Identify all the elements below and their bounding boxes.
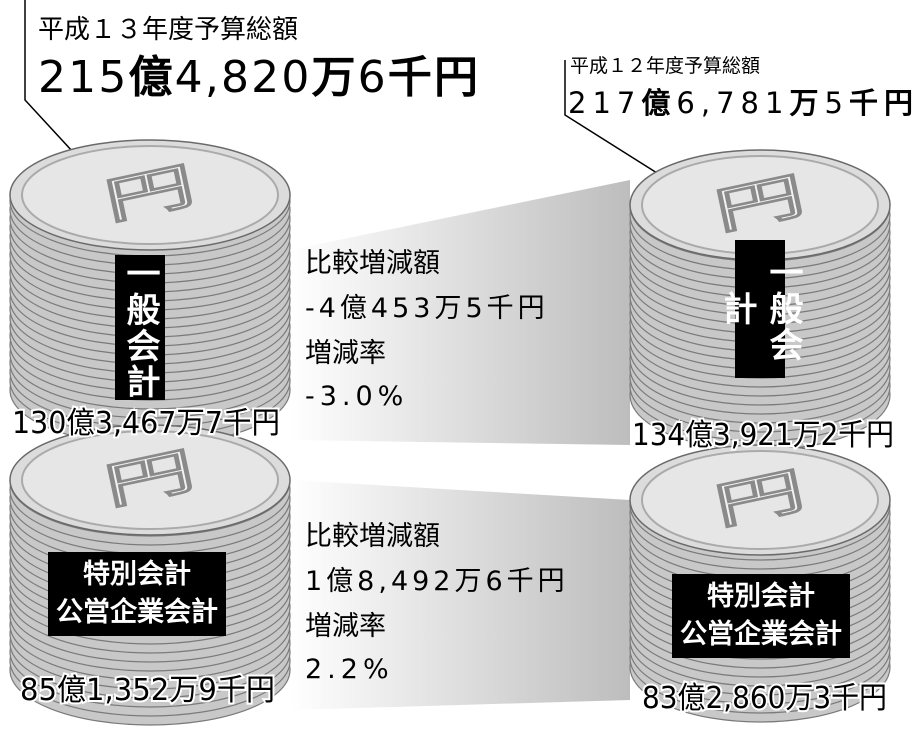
total: 217 億 6,781 万 5 千円 — [568, 86, 913, 120]
coin-rim — [21, 145, 279, 245]
amount: 130億3,467万7千円 — [12, 406, 280, 441]
label-box: 特別会計公営企業会計 — [48, 552, 226, 636]
label: 公営企業会計 — [680, 619, 842, 650]
comparison: 比較増減額 -4億453万5千円 増減率 -3.0% 比較増減額 1億8,492… — [305, 248, 569, 685]
total-part: 5 — [825, 86, 843, 120]
total-part: 億 — [129, 52, 173, 103]
amount: 83億2,860万3千円 — [642, 681, 887, 716]
total-part: 6 — [358, 52, 386, 103]
total: 215億4,820万6千円 — [38, 52, 478, 103]
coin-rim — [21, 430, 279, 530]
label-box: 一般会計 — [717, 240, 803, 378]
heading: 平成１３年度予算総額 — [38, 15, 298, 45]
diff-label: 比較増減額 — [305, 521, 440, 552]
label-box: 特別会計公営企業会計 — [672, 574, 850, 658]
rate-label: 増減率 — [305, 338, 386, 369]
total-part: 億 — [641, 86, 670, 120]
leader-line — [564, 60, 666, 179]
amount: 85億1,352万9千円 — [20, 673, 275, 708]
diff: -4億453万5千円 — [305, 293, 549, 324]
rate: 2.2% — [305, 654, 394, 685]
label: 特別会計 — [83, 559, 191, 590]
amount: 134億3,921万2千円 — [632, 418, 894, 453]
coin-rim — [641, 450, 879, 550]
diff: 1億8,492万6千円 — [305, 566, 569, 597]
total-part: 217 — [568, 86, 635, 120]
compare-wedge — [290, 180, 630, 445]
total-part: 6,781 — [676, 86, 783, 120]
total-part: 万 — [312, 52, 356, 103]
rate: -3.0% — [305, 381, 408, 412]
leader-line — [24, 0, 86, 166]
rate-label: 増減率 — [305, 611, 386, 642]
total-part: 万 — [789, 86, 818, 120]
total-part: 4,820 — [175, 52, 310, 103]
compare-wedge — [290, 480, 630, 710]
total-part: 千円 — [849, 86, 913, 120]
diff-label: 比較増減額 — [305, 248, 440, 279]
total-part: 千円 — [388, 52, 478, 103]
label: 特別会計 — [707, 581, 815, 612]
heading: 平成１２年度予算総額 — [570, 55, 760, 77]
label-box: 一般会計 — [115, 255, 165, 400]
total-part: 215 — [38, 52, 126, 103]
label: 公営企業会計 — [56, 597, 218, 628]
